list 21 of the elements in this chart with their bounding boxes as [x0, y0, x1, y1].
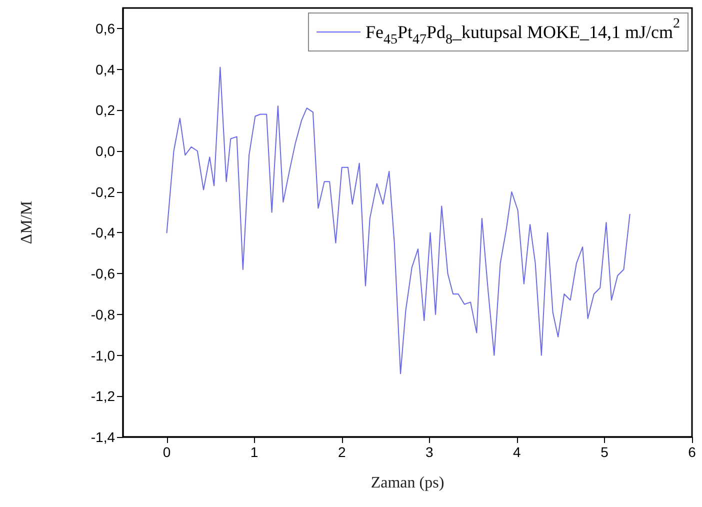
- x-tick-label: 6: [688, 444, 696, 460]
- x-tick-label: 1: [250, 444, 258, 460]
- y-tick-label: -0,4: [90, 224, 116, 241]
- line-series: [166, 66, 630, 374]
- y-tick-label: 0,6: [96, 20, 116, 36]
- x-tick-label: 2: [338, 444, 346, 460]
- y-tick-label: -1,4: [90, 429, 116, 445]
- x-tick-label: 0: [162, 444, 171, 460]
- y-tick-label: -0,6: [90, 266, 116, 282]
- x-tick-label: 3: [425, 444, 434, 460]
- y-tick-label: 0,2: [96, 102, 116, 118]
- y-axis-title: ΔM/M: [18, 200, 36, 244]
- x-tick-label: 5: [600, 444, 609, 460]
- y-tick-label: 0,0: [96, 143, 116, 159]
- y-tick-label: 0,4: [96, 61, 116, 78]
- y-tick-label: -1,0: [90, 347, 116, 364]
- x-axis-title: Zaman (ps): [370, 474, 444, 492]
- x-tick-label: 4: [513, 444, 522, 460]
- y-tick-label: -0,8: [90, 306, 116, 322]
- y-tick-label: -1,2: [90, 388, 116, 404]
- y-tick-label: -0,2: [90, 184, 116, 200]
